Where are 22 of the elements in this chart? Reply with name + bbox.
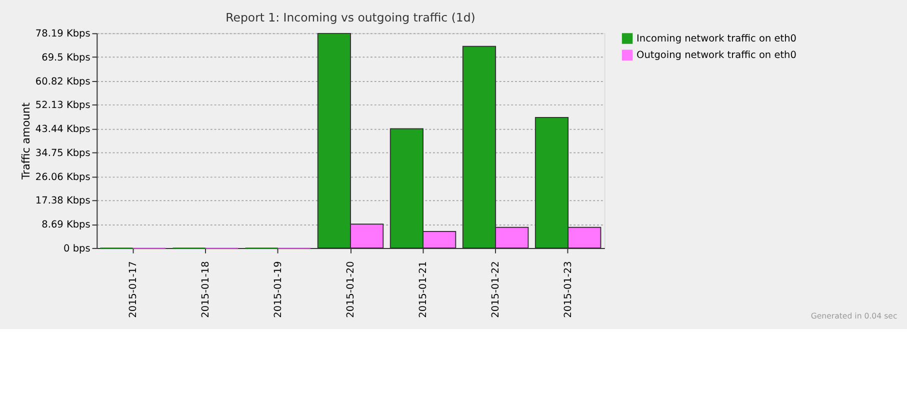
x-tick-label: 2015-01-21: [418, 261, 429, 318]
text: Generated in 0.04 sec: [810, 311, 898, 320]
y-axis-title: Traffic amount: [20, 102, 33, 181]
y-tick-label: 69.5 Kbps: [42, 52, 90, 64]
y-tick-label: 8.69 Kbps: [42, 220, 90, 231]
x-tick-label: 2015-01-17: [128, 261, 139, 318]
y-tick-label: 60.82 Kbps: [35, 76, 90, 88]
legend-label: Incoming network traffic on eth0: [636, 33, 796, 44]
y-tick-label: 34.75 Kbps: [35, 148, 90, 159]
y-tick-label: 0 bps: [64, 243, 90, 254]
y-tick-label: 52.13 Kbps: [35, 100, 90, 112]
chart-title: Report 1: Incoming vs outgoing traffic (1d): [226, 10, 476, 24]
x-tick-label: 2015-01-20: [345, 261, 356, 318]
y-tick-label: 78.19 Kbps: [35, 28, 90, 40]
x-tick-label: 2015-01-18: [200, 261, 212, 318]
legend-label: Outgoing network traffic on eth0: [636, 50, 796, 62]
x-tick-label: 2015-01-23: [563, 261, 574, 318]
y-tick-label: 26.06 Kbps: [35, 172, 90, 183]
x-tick-label: 2015-01-19: [272, 261, 284, 318]
y-tick-label: 43.44 Kbps: [35, 124, 90, 136]
y-tick-label: 17.38 Kbps: [35, 196, 90, 207]
x-tick-label: 2015-01-22: [490, 261, 502, 318]
